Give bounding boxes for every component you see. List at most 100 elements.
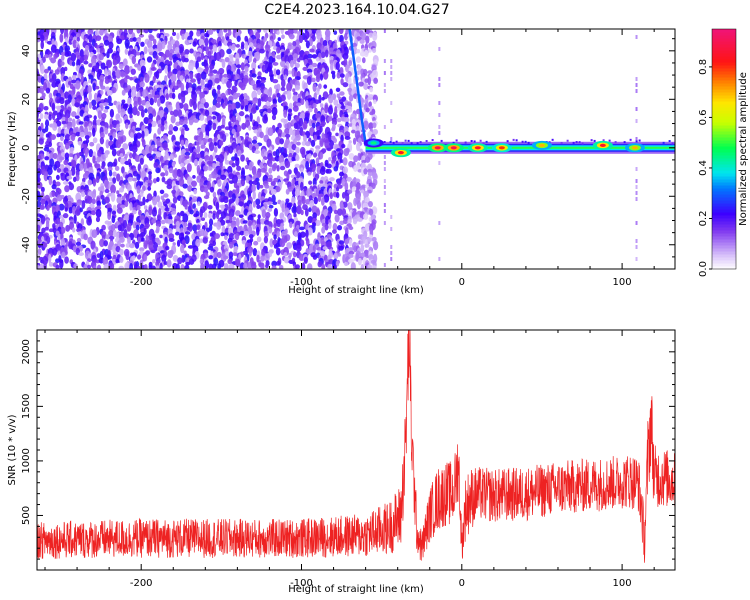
colorbar-step <box>712 152 736 156</box>
colorbar-step <box>712 248 736 252</box>
colorbar-step <box>712 56 736 60</box>
colorbar-step <box>712 266 736 270</box>
colorbar-step <box>712 104 736 108</box>
spectrogram-hotspot-1 <box>390 148 411 158</box>
colorbar-tick-label: 0.8 <box>698 59 709 75</box>
colorbar-step <box>712 170 736 174</box>
colorbar-step <box>712 179 736 183</box>
snr-x-tick-label: 100 <box>613 578 632 589</box>
spectrogram-y-tick-label: 20 <box>21 93 32 106</box>
colorbar-step <box>712 110 736 114</box>
spectrogram-region-noise <box>37 29 638 269</box>
colorbar-step <box>712 260 736 264</box>
colorbar-step <box>712 158 736 162</box>
colorbar-step <box>712 200 736 204</box>
colorbar-step <box>712 236 736 240</box>
colorbar-step <box>712 50 736 54</box>
colorbar-step <box>712 32 736 36</box>
colorbar-step <box>712 86 736 90</box>
colorbar-step <box>712 251 736 255</box>
colorbar-step <box>712 80 736 84</box>
colorbar-tick-label: 0.4 <box>698 160 709 176</box>
colorbar-step <box>712 35 736 39</box>
colorbar-step <box>712 245 736 249</box>
colorbar-step <box>712 182 736 186</box>
spectrogram-x-tick-label: 0 <box>459 277 465 288</box>
snr-y-axis-label: SNR (10 * v/v) <box>7 414 18 485</box>
colorbar-step <box>712 230 736 234</box>
spectrogram-hotspot-4 <box>467 143 488 153</box>
colorbar-step <box>712 176 736 180</box>
colorbar-step <box>712 209 736 213</box>
snr-x-tick-label: -100 <box>290 578 313 589</box>
colorbar-step <box>712 131 736 135</box>
colorbar-step <box>712 125 736 129</box>
colorbar-step <box>712 203 736 207</box>
colorbar-tick-label: 0.2 <box>698 211 709 227</box>
spectrogram-x-tick-label: -100 <box>290 277 313 288</box>
colorbar-step <box>712 113 736 117</box>
spectrogram-y-tick-label: -40 <box>21 237 32 253</box>
snr-panel: -200 -100 0 100 500 1000 1500 2000 Height of st… <box>7 329 676 595</box>
colorbar-step <box>712 116 736 120</box>
colorbar-step <box>712 119 736 123</box>
colorbar-step <box>712 47 736 51</box>
colorbar-step <box>712 53 736 57</box>
snr-ticks: -200 -100 0 100 500 1000 1500 2000 <box>21 329 675 589</box>
spectrogram-y-tick-label: 40 <box>21 44 32 57</box>
colorbar-step <box>712 197 736 201</box>
spectrogram-hotspot-8 <box>624 143 645 153</box>
colorbar-step <box>712 107 736 111</box>
snr-frame <box>36 329 676 571</box>
spectrogram-hotspot-0 <box>363 138 384 148</box>
colorbar-frame <box>711 28 737 270</box>
colorbar-step <box>712 128 736 132</box>
colorbar-ticks: 0.0 0.2 0.4 0.6 0.8 <box>698 59 712 277</box>
colorbar: 0.0 0.2 0.4 0.6 0.8 Normalized spectral ampl… <box>698 28 749 277</box>
colorbar-step <box>712 149 736 153</box>
colorbar-label: Normalized spectral amplitude <box>738 72 749 226</box>
colorbar-step <box>712 98 736 102</box>
colorbar-step <box>712 140 736 144</box>
colorbar-step <box>712 68 736 72</box>
spectrogram-hotspot-7 <box>592 140 613 150</box>
spectrogram-x-tick-label: 100 <box>613 277 632 288</box>
colorbar-step <box>712 212 736 216</box>
colorbar-step <box>712 167 736 171</box>
spectrogram-hotspot-5 <box>491 143 512 153</box>
colorbar-step <box>712 164 736 168</box>
spectrogram-hotspot-2 <box>427 143 448 153</box>
snr-y-tick-label: 2000 <box>21 339 32 364</box>
spectrogram-frame <box>36 28 676 270</box>
spectrogram-x-axis-label: Height of straight line (km) <box>288 285 424 296</box>
spectrogram-marks <box>37 29 675 269</box>
colorbar-step <box>712 263 736 267</box>
colorbar-step <box>712 44 736 48</box>
snr-y-tick-label: 500 <box>21 506 32 525</box>
colorbar-step <box>712 218 736 222</box>
colorbar-step <box>712 74 736 78</box>
colorbar-step <box>712 71 736 75</box>
colorbar-step <box>712 227 736 231</box>
colorbar-step <box>712 59 736 63</box>
colorbar-gradient <box>712 29 736 270</box>
colorbar-step <box>712 173 736 177</box>
colorbar-step <box>712 221 736 225</box>
colorbar-step <box>712 233 736 237</box>
colorbar-step <box>712 77 736 81</box>
figure-title: C2E4.2023.164.10.04.G27 <box>264 2 449 18</box>
spectrogram-y-axis-label: Frequency (Hz) <box>7 111 18 187</box>
colorbar-step <box>712 95 736 99</box>
snr-marks <box>37 330 675 563</box>
snr-y-tick-label: 1500 <box>21 394 32 419</box>
snr-x-axis-label: Height of straight line (km) <box>288 584 424 595</box>
colorbar-step <box>712 89 736 93</box>
colorbar-step <box>712 257 736 261</box>
colorbar-step <box>712 215 736 219</box>
snr-x-tick-label: -200 <box>130 578 153 589</box>
spectrogram-y-tick-label: -20 <box>21 188 32 204</box>
colorbar-step <box>712 134 736 138</box>
colorbar-step <box>712 242 736 246</box>
